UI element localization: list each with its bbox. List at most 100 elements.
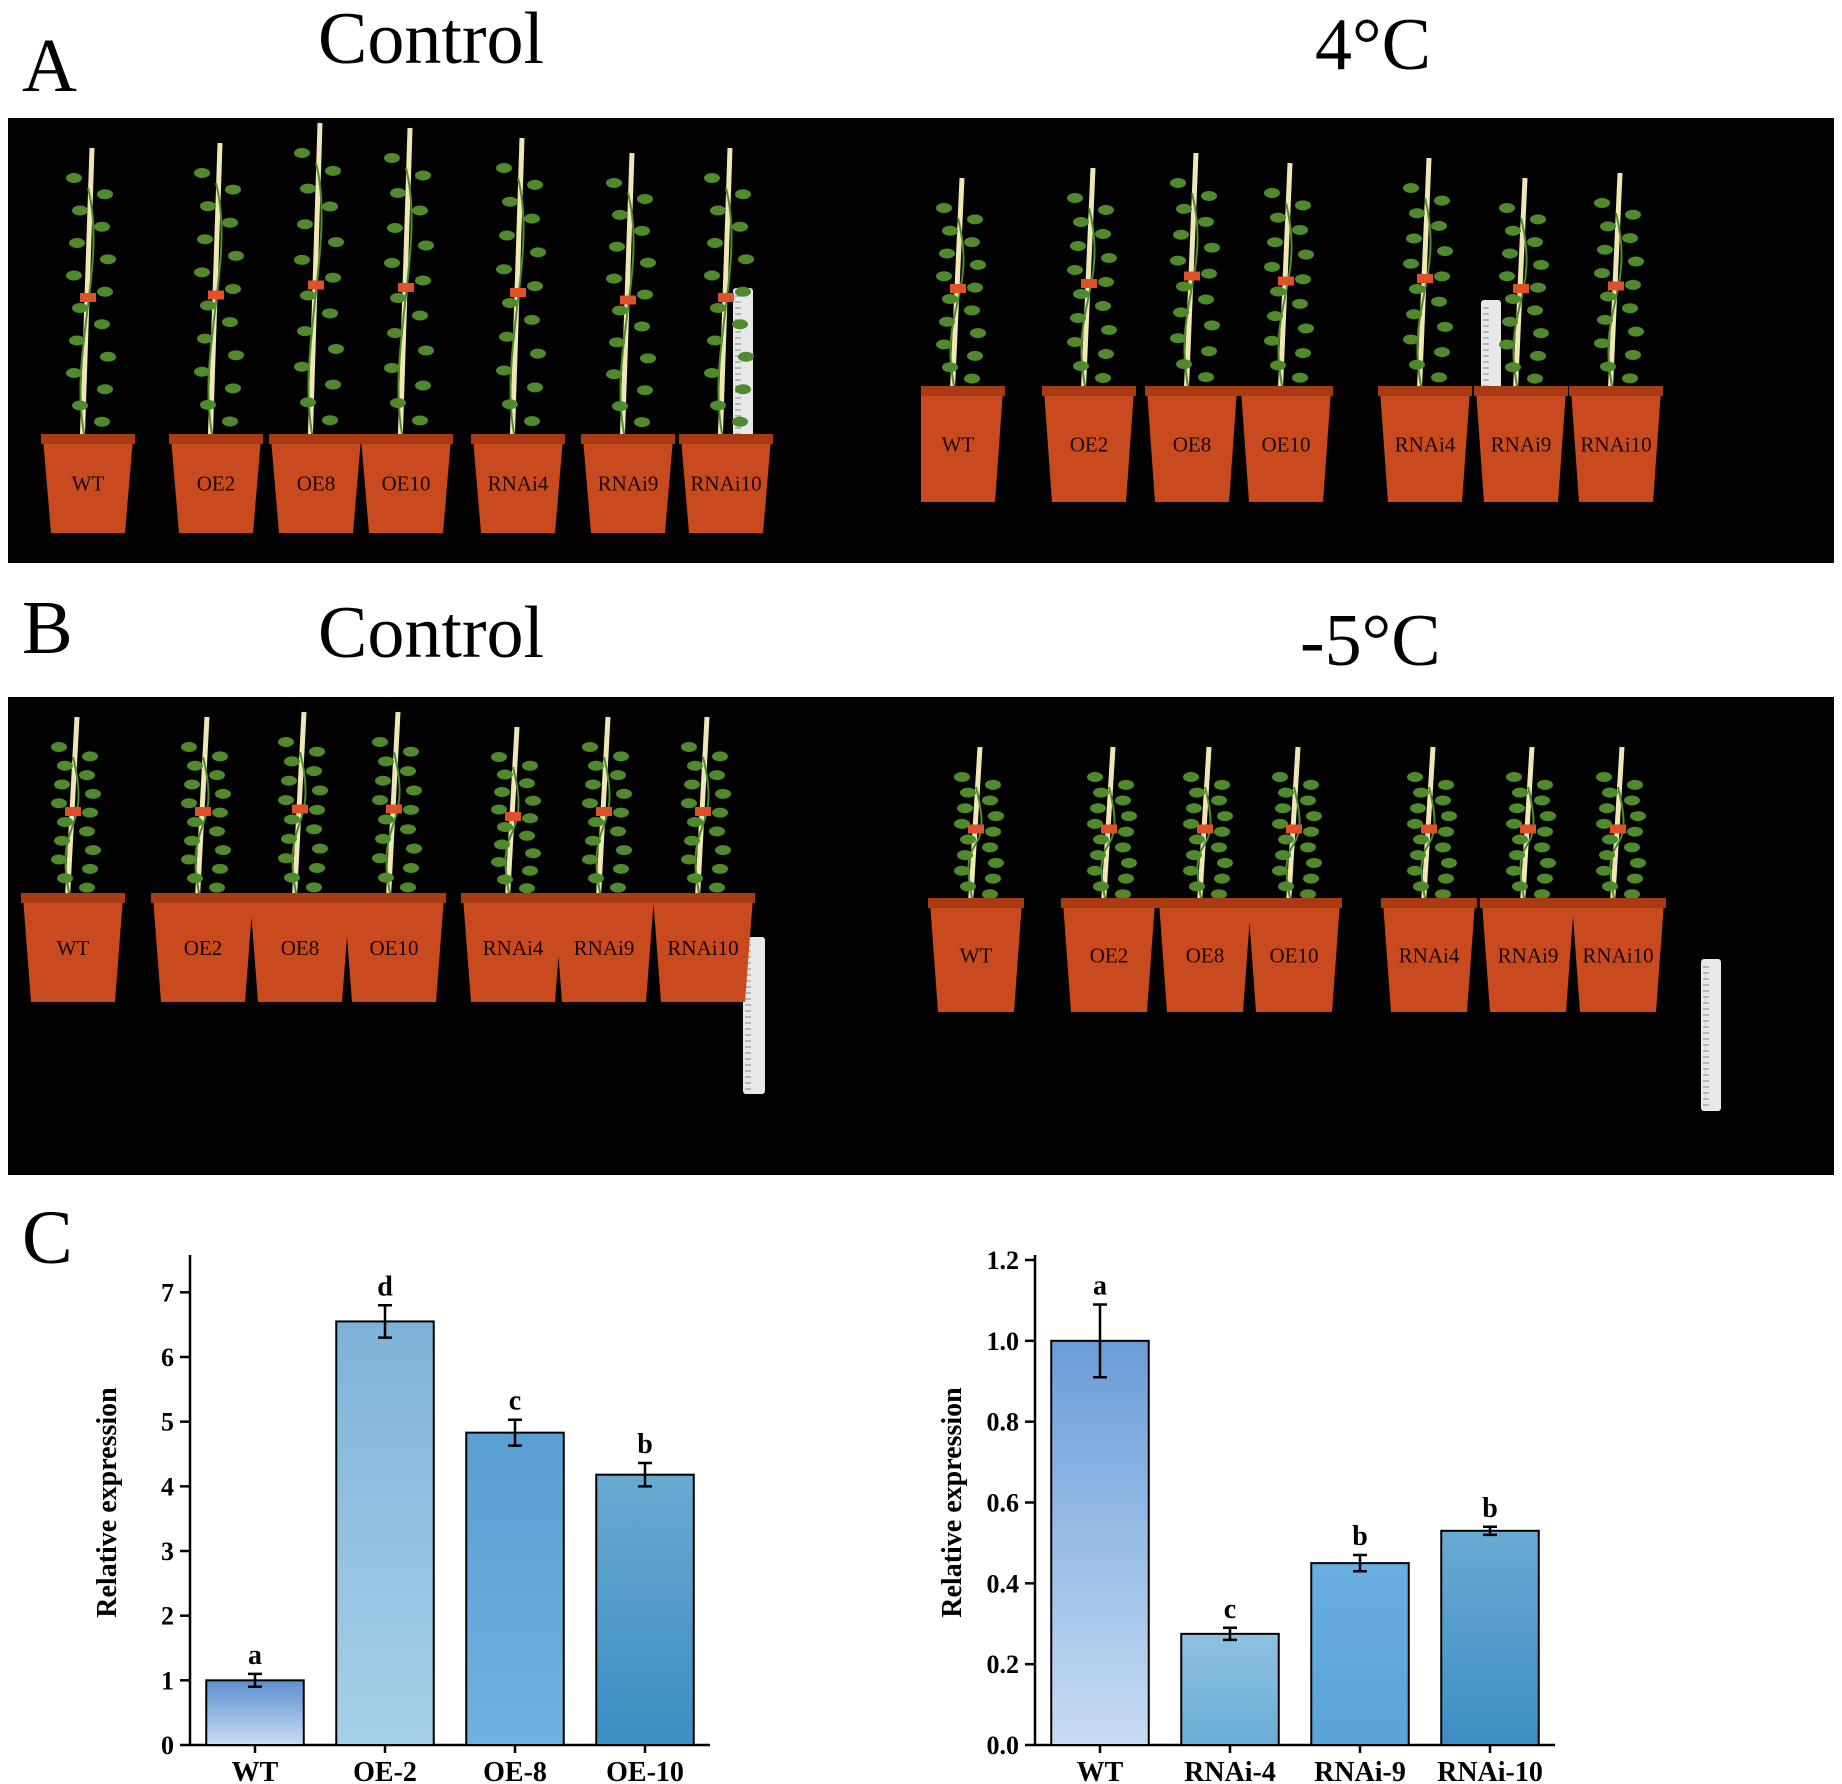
y-tick-label: 7 bbox=[161, 1278, 174, 1307]
pot-label: RNAi4 bbox=[1395, 433, 1456, 457]
bar bbox=[1180, 1632, 1280, 1746]
panel-letter-a: A bbox=[22, 24, 77, 108]
potted-plant: OE2 bbox=[1061, 746, 1157, 1012]
y-tick-label: 6 bbox=[161, 1343, 174, 1372]
panel-a-left-title: Control bbox=[318, 0, 545, 80]
pot-label: OE8 bbox=[1186, 944, 1225, 968]
photo-b-minus5c: WT OE2 OE8 OE10 RNAi4 RNAi9 RNAi10 bbox=[921, 697, 1834, 1175]
pot-label: RNAi9 bbox=[1498, 944, 1559, 968]
potted-plant: RNAi10 bbox=[651, 716, 755, 1002]
potted-plant: WT bbox=[41, 147, 135, 533]
y-tick-label: 3 bbox=[161, 1537, 174, 1566]
potted-plant: RNAi9 bbox=[581, 152, 675, 533]
panel-b-left-title: Control bbox=[318, 592, 545, 674]
significance-label: b bbox=[1482, 1493, 1498, 1524]
chart-overexpression-svg: Relative expression 0 1 2 3 4 5 6 7 a WT d OE-2 c OE-8… bbox=[92, 1255, 710, 1784]
error-bar bbox=[378, 1304, 392, 1339]
panel-b-right-title: -5°C bbox=[1300, 600, 1441, 682]
panel-letter-b: B bbox=[22, 586, 73, 670]
y-tick-label: 1.0 bbox=[987, 1327, 1020, 1356]
y-tick-label: 0 bbox=[161, 1731, 174, 1760]
pot-label: RNAi10 bbox=[667, 936, 738, 960]
pot-label: RNAi9 bbox=[1491, 433, 1552, 457]
pot-label: RNAi9 bbox=[574, 936, 635, 960]
y-tick-label: 0.2 bbox=[987, 1650, 1020, 1679]
potted-plant: RNAi4 bbox=[1378, 157, 1472, 502]
significance-label: d bbox=[377, 1271, 393, 1302]
y-axis-label: Relative expression bbox=[92, 1387, 123, 1618]
y-tick-label: 1 bbox=[161, 1666, 174, 1695]
x-tick-label: WT bbox=[232, 1757, 279, 1784]
panel-a-right-title: 4°C bbox=[1315, 4, 1431, 86]
potted-plant: OE2 bbox=[151, 716, 255, 1002]
potted-plant: WT bbox=[928, 746, 1024, 1012]
potted-plant: OE2 bbox=[169, 142, 263, 533]
y-tick-label: 0.4 bbox=[987, 1569, 1020, 1598]
potted-plant: RNAi4 bbox=[461, 726, 565, 1002]
x-tick-label: OE-8 bbox=[483, 1757, 547, 1784]
photo-a-control: WT OE2 OE8 OE10 RNAi4 RNAi9 RNAi10 bbox=[8, 118, 921, 563]
x-tick-label: WT bbox=[1077, 1757, 1124, 1784]
ruler bbox=[743, 937, 765, 1094]
potted-plant: OE10 bbox=[342, 711, 446, 1002]
y-tick-label: 2 bbox=[161, 1602, 174, 1631]
potted-plant: OE8 bbox=[1157, 746, 1253, 1012]
pot-label: RNAi4 bbox=[1399, 944, 1460, 968]
y-tick-label: 4 bbox=[161, 1472, 174, 1501]
y-tick-label: 0.8 bbox=[987, 1408, 1020, 1437]
pot-label: OE8 bbox=[1173, 433, 1212, 457]
potted-plant: OE8 bbox=[1145, 152, 1239, 502]
error-bar bbox=[638, 1461, 652, 1488]
photo-b-control: WT OE2 OE8 OE10 RNAi4 RNAi9 RNAi10 bbox=[8, 697, 921, 1175]
bar bbox=[205, 1679, 305, 1747]
potted-plant: RNAi9 bbox=[552, 716, 656, 1002]
potted-plant: RNAi9 bbox=[1474, 177, 1568, 502]
pot-label: OE10 bbox=[1262, 433, 1311, 457]
bar bbox=[335, 1320, 435, 1747]
error-bar bbox=[1353, 1553, 1367, 1573]
pot-label: OE2 bbox=[197, 471, 236, 495]
pot-label: OE2 bbox=[1070, 433, 1109, 457]
y-tick-label: 1.2 bbox=[987, 1246, 1020, 1275]
error-bar bbox=[1483, 1525, 1497, 1537]
pot-label: OE10 bbox=[1270, 944, 1319, 968]
potted-plant: OE10 bbox=[1239, 162, 1333, 502]
significance-label: a bbox=[248, 1640, 262, 1671]
potted-plant: RNAi9 bbox=[1480, 746, 1576, 1012]
bar bbox=[465, 1431, 565, 1746]
significance-label: b bbox=[1352, 1521, 1368, 1552]
x-tick-label: OE-2 bbox=[353, 1757, 417, 1784]
x-tick-label: RNAi-10 bbox=[1437, 1757, 1543, 1784]
potted-plant: RNAi4 bbox=[471, 137, 565, 533]
error-bar bbox=[1093, 1303, 1107, 1379]
chart-rnai-svg: Relative expression 0.0 0.2 0.4 0.6 0.8 1.0 1.2… bbox=[937, 1246, 1555, 1784]
significance-label: b bbox=[637, 1429, 653, 1460]
pot-label: OE10 bbox=[370, 936, 419, 960]
potted-plant: OE2 bbox=[1042, 167, 1136, 502]
potted-plant: WT bbox=[21, 716, 125, 1002]
potted-plant: RNAi10 bbox=[1569, 172, 1663, 502]
pot-label: OE8 bbox=[297, 471, 336, 495]
bar bbox=[1440, 1529, 1540, 1746]
significance-label: c bbox=[509, 1386, 521, 1417]
pot-label: RNAi9 bbox=[598, 471, 659, 495]
pot-label: WT bbox=[942, 433, 975, 457]
potted-plant: OE8 bbox=[248, 711, 352, 1002]
y-tick-label: 5 bbox=[161, 1408, 174, 1437]
pot-label: WT bbox=[57, 936, 90, 960]
potted-plant: OE10 bbox=[359, 127, 453, 533]
x-tick-label: RNAi-9 bbox=[1314, 1757, 1406, 1784]
error-bar bbox=[1223, 1626, 1237, 1642]
significance-label: a bbox=[1093, 1270, 1107, 1301]
pot-label: RNAi10 bbox=[1580, 433, 1651, 457]
pot-label: OE8 bbox=[281, 936, 320, 960]
potted-plant: RNAi10 bbox=[679, 147, 773, 533]
photo-a-4c: WT OE2 OE8 OE10 RNAi4 RNAi9 RNAi10 bbox=[921, 118, 1834, 563]
pot-label: RNAi10 bbox=[1582, 944, 1653, 968]
pot-label: OE2 bbox=[184, 936, 223, 960]
panel-letter-c: C bbox=[22, 1196, 73, 1280]
pot-label: RNAi4 bbox=[488, 471, 549, 495]
potted-plant: RNAi10 bbox=[1570, 746, 1666, 1012]
pot-label: WT bbox=[960, 944, 993, 968]
pot-label: WT bbox=[72, 471, 105, 495]
